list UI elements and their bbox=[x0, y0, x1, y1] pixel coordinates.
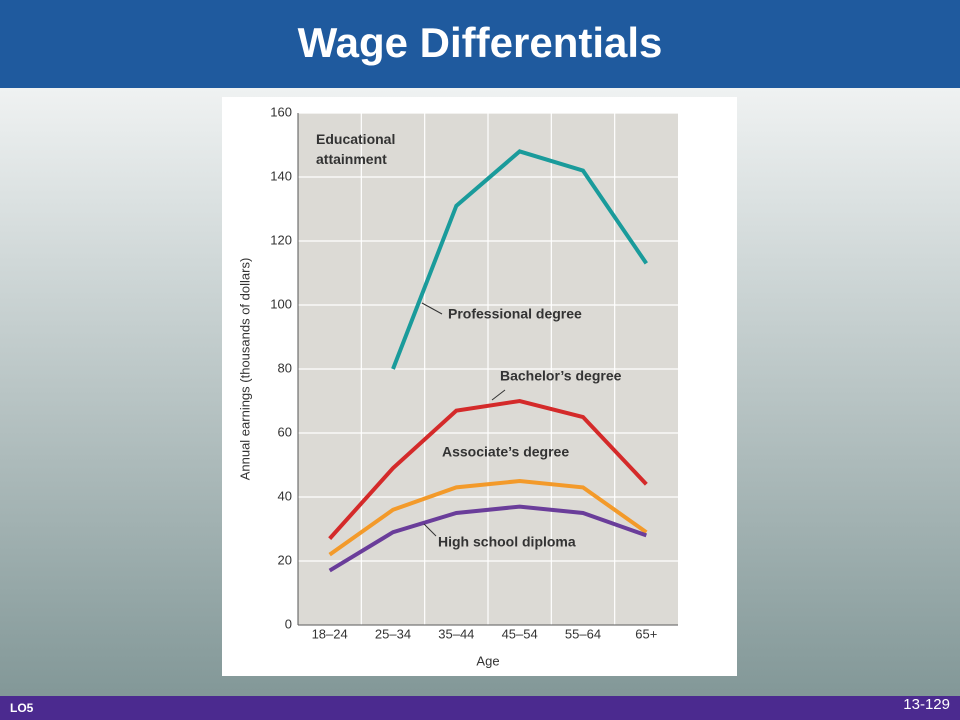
leader-line bbox=[423, 523, 437, 537]
x-tick-label: 18–24 bbox=[312, 626, 348, 641]
x-tick-label: 45–54 bbox=[502, 626, 538, 641]
y-tick-label: 40 bbox=[278, 488, 292, 503]
y-tick-label: 100 bbox=[270, 296, 292, 311]
y-tick-label: 140 bbox=[270, 168, 292, 183]
footer-label: LO5 bbox=[10, 701, 34, 715]
y-tick-label: 80 bbox=[278, 360, 292, 375]
y-tick-label: 0 bbox=[285, 616, 292, 631]
series-line bbox=[328, 398, 648, 540]
y-tick-label: 20 bbox=[278, 552, 292, 567]
y-axis-label: Annual earnings (thousands of dollars) bbox=[237, 258, 252, 481]
series-label: Bachelor’s degree bbox=[500, 368, 622, 384]
leader-line bbox=[491, 389, 506, 401]
y-tick-label: 160 bbox=[270, 104, 292, 119]
x-tick-label: 65+ bbox=[635, 626, 657, 641]
y-tick-label: 60 bbox=[278, 424, 292, 439]
annotation: Educational attainment bbox=[316, 131, 395, 167]
y-tick-label: 120 bbox=[270, 232, 292, 247]
slide-title: Wage Differentials bbox=[298, 19, 663, 66]
series-label: High school diploma bbox=[438, 534, 576, 550]
annotation-line: attainment bbox=[316, 151, 387, 167]
header-band bbox=[0, 0, 960, 88]
page-number: 13-129 bbox=[903, 696, 950, 713]
annotation-line: Educational bbox=[316, 131, 395, 147]
plot bbox=[328, 149, 648, 573]
series-line bbox=[391, 149, 648, 370]
x-axis-label: Age bbox=[476, 653, 499, 668]
leader-line bbox=[421, 302, 443, 315]
footer-band bbox=[0, 696, 960, 720]
x-tick-label: 55–64 bbox=[565, 626, 601, 641]
x-tick-label: 35–44 bbox=[438, 626, 474, 641]
series-label: Professional degree bbox=[448, 306, 582, 322]
series-label: Associate’s degree bbox=[442, 444, 569, 460]
x-tick-label: 25–34 bbox=[375, 626, 411, 641]
series-line bbox=[328, 504, 647, 573]
series-line bbox=[328, 478, 648, 557]
